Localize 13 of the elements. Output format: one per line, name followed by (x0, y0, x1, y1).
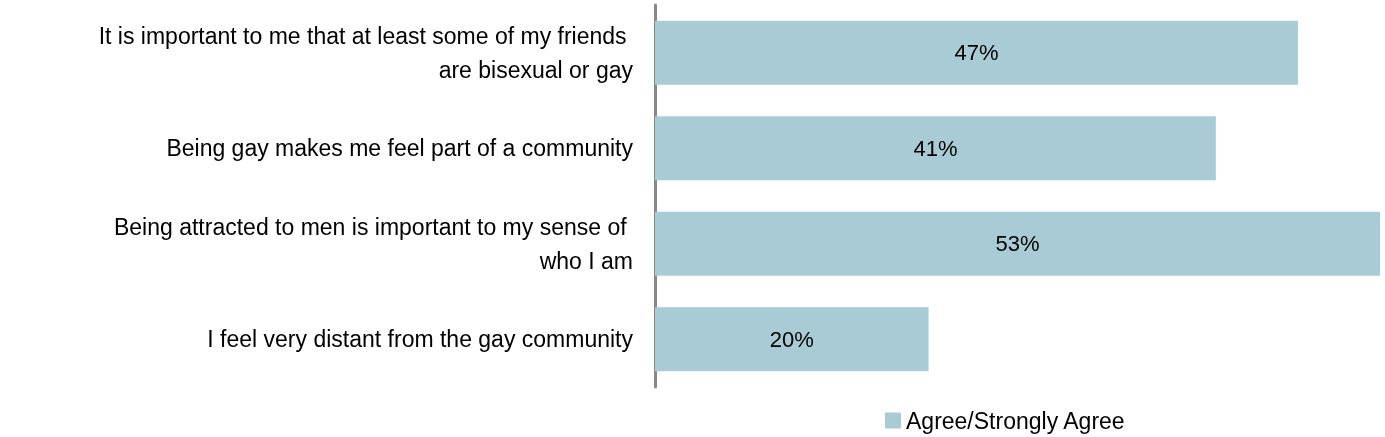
legend-label: Agree/Strongly Agree (906, 407, 1125, 434)
y-tick-label: I feel very distant from the gay community (207, 326, 634, 353)
data-label: 47% (954, 40, 999, 66)
bar (655, 307, 929, 372)
y-tick-label: Being attracted to men is important to my sense of who I am (113, 213, 633, 274)
data-label: 53% (995, 231, 1040, 257)
bar (655, 20, 1298, 85)
y-tick-label: Being gay makes me feel part of a community (166, 135, 634, 162)
bar (655, 211, 1380, 276)
y-tick-label: It is important to me that at least some of my friends are bisexual or gay (98, 22, 634, 83)
data-label: 41% (913, 135, 958, 161)
bar (655, 116, 1216, 181)
data-label: 20% (769, 326, 814, 352)
